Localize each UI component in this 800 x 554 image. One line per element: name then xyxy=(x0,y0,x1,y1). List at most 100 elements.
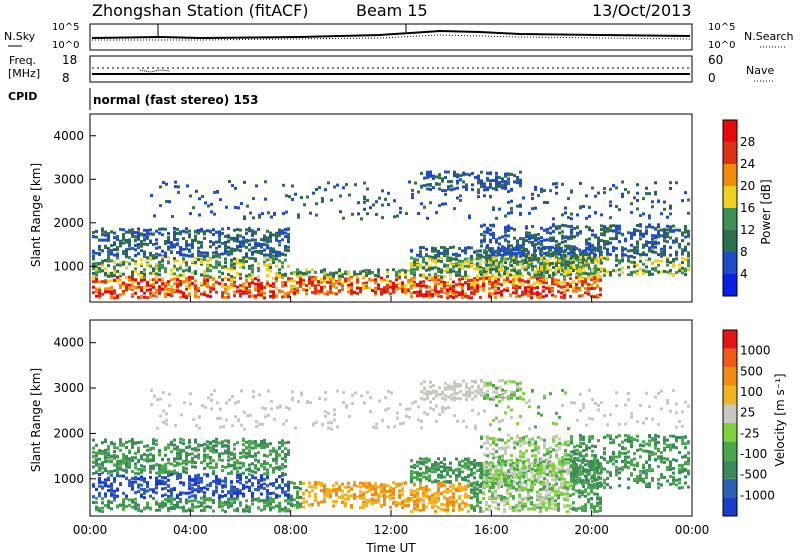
heatmap-cell xyxy=(536,272,539,276)
heatmap-cell xyxy=(254,452,257,456)
heatmap-cell xyxy=(480,254,483,258)
heatmap-cell xyxy=(116,237,119,241)
heatmap-cell xyxy=(218,441,221,445)
heatmap-cell xyxy=(549,252,552,256)
heatmap-cell xyxy=(116,263,119,267)
heatmap-cell xyxy=(534,238,537,242)
heatmap-cell xyxy=(110,442,113,446)
heatmap-cell xyxy=(519,237,522,241)
heatmap-cell xyxy=(471,183,474,187)
heatmap-cell xyxy=(164,503,167,507)
heatmap-cell xyxy=(248,468,251,472)
heatmap-cell xyxy=(375,200,378,204)
heatmap-cell xyxy=(227,253,230,257)
heatmap-cell xyxy=(495,177,498,181)
heatmap-cell xyxy=(552,251,555,255)
heatmap-cell xyxy=(510,226,513,230)
heatmap-cell xyxy=(275,495,278,499)
heatmap-cell xyxy=(245,260,248,264)
heatmap-cell xyxy=(137,227,140,231)
heatmap-cell xyxy=(227,471,230,475)
heatmap-cell xyxy=(251,446,254,450)
heatmap-cell xyxy=(104,287,107,291)
heatmap-cell xyxy=(248,256,251,260)
heatmap-cell xyxy=(519,262,522,266)
heatmap-cell xyxy=(116,462,119,466)
heatmap-cell xyxy=(173,438,176,442)
heatmap-cell xyxy=(203,232,206,236)
heatmap-cell xyxy=(125,494,128,498)
heatmap-cell xyxy=(251,256,254,260)
heatmap-cell xyxy=(518,277,521,281)
heatmap-cell xyxy=(669,187,672,191)
heatmap-cell xyxy=(284,283,287,287)
heatmap-cell xyxy=(191,271,194,275)
heatmap-cell xyxy=(528,258,531,262)
heatmap-cell xyxy=(515,268,518,272)
heatmap-cell xyxy=(251,250,254,254)
heatmap-cell xyxy=(212,472,215,476)
heatmap-cell xyxy=(203,508,206,512)
heatmap-cell xyxy=(479,277,482,281)
heatmap-cell xyxy=(507,244,510,248)
heatmap-cell xyxy=(672,273,675,277)
heatmap-cell xyxy=(281,486,284,490)
heatmap-cell xyxy=(561,234,564,238)
heatmap-cell xyxy=(221,278,224,282)
heatmap-cell xyxy=(242,244,245,248)
heatmap-cell xyxy=(272,491,275,495)
heatmap-cell xyxy=(251,230,254,234)
heatmap-cell xyxy=(278,231,281,235)
heatmap-cell xyxy=(482,284,485,288)
heatmap-cell xyxy=(122,233,125,237)
heatmap-cell xyxy=(443,291,446,295)
heatmap-cell xyxy=(669,181,672,185)
heatmap-cell xyxy=(452,296,455,300)
heatmap-cell xyxy=(504,180,507,184)
heatmap-cell xyxy=(569,284,572,288)
heatmap-cell xyxy=(375,212,378,216)
heatmap-cell xyxy=(164,480,167,484)
heatmap-cell xyxy=(374,274,377,278)
heatmap-cell xyxy=(275,250,278,254)
heatmap-cell xyxy=(101,509,104,513)
heatmap-cell xyxy=(188,284,191,288)
heatmap-cell xyxy=(98,509,101,513)
heatmap-cell xyxy=(227,447,230,451)
heatmap-cell xyxy=(594,253,597,257)
heatmap-cell xyxy=(278,233,281,237)
heatmap-cell xyxy=(255,184,258,188)
heatmap-cell xyxy=(503,288,506,292)
heatmap-cell xyxy=(555,262,558,266)
heatmap-cell xyxy=(146,231,149,235)
heatmap-cell xyxy=(494,280,497,284)
heatmap-cell xyxy=(314,278,317,282)
heatmap-cell xyxy=(332,489,335,493)
heatmap-cell xyxy=(293,291,296,295)
heatmap-cell xyxy=(221,440,224,444)
heatmap-cell xyxy=(470,258,473,262)
heatmap-cell xyxy=(338,484,341,488)
heatmap-cell xyxy=(155,280,158,284)
heatmap-cell xyxy=(206,464,209,468)
heatmap-cell xyxy=(203,459,206,463)
heatmap-cell xyxy=(599,277,602,281)
heatmap-cell xyxy=(269,248,272,252)
heatmap-cell xyxy=(173,226,176,230)
heatmap-cell xyxy=(179,282,182,286)
heatmap-cell xyxy=(425,294,428,298)
heatmap-cell xyxy=(92,446,95,450)
heatmap-cell xyxy=(278,441,281,445)
heatmap-cell xyxy=(143,458,146,462)
heatmap-cell xyxy=(104,271,107,275)
heatmap-cell xyxy=(137,450,140,454)
heatmap-cell xyxy=(543,265,546,269)
heatmap-cell xyxy=(281,276,284,280)
heatmap-cell xyxy=(140,275,143,279)
heatmap-cell xyxy=(191,461,194,465)
heatmap-cell xyxy=(281,490,284,494)
heatmap-cell xyxy=(194,256,197,260)
heatmap-cell xyxy=(531,258,534,262)
heatmap-cell xyxy=(176,503,179,507)
heatmap-cell xyxy=(224,444,227,448)
